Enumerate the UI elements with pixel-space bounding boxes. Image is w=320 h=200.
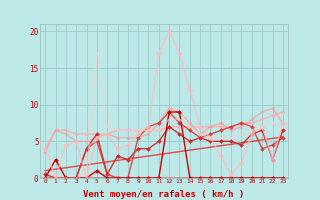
X-axis label: Vent moyen/en rafales ( km/h ): Vent moyen/en rafales ( km/h ) [84,190,244,199]
